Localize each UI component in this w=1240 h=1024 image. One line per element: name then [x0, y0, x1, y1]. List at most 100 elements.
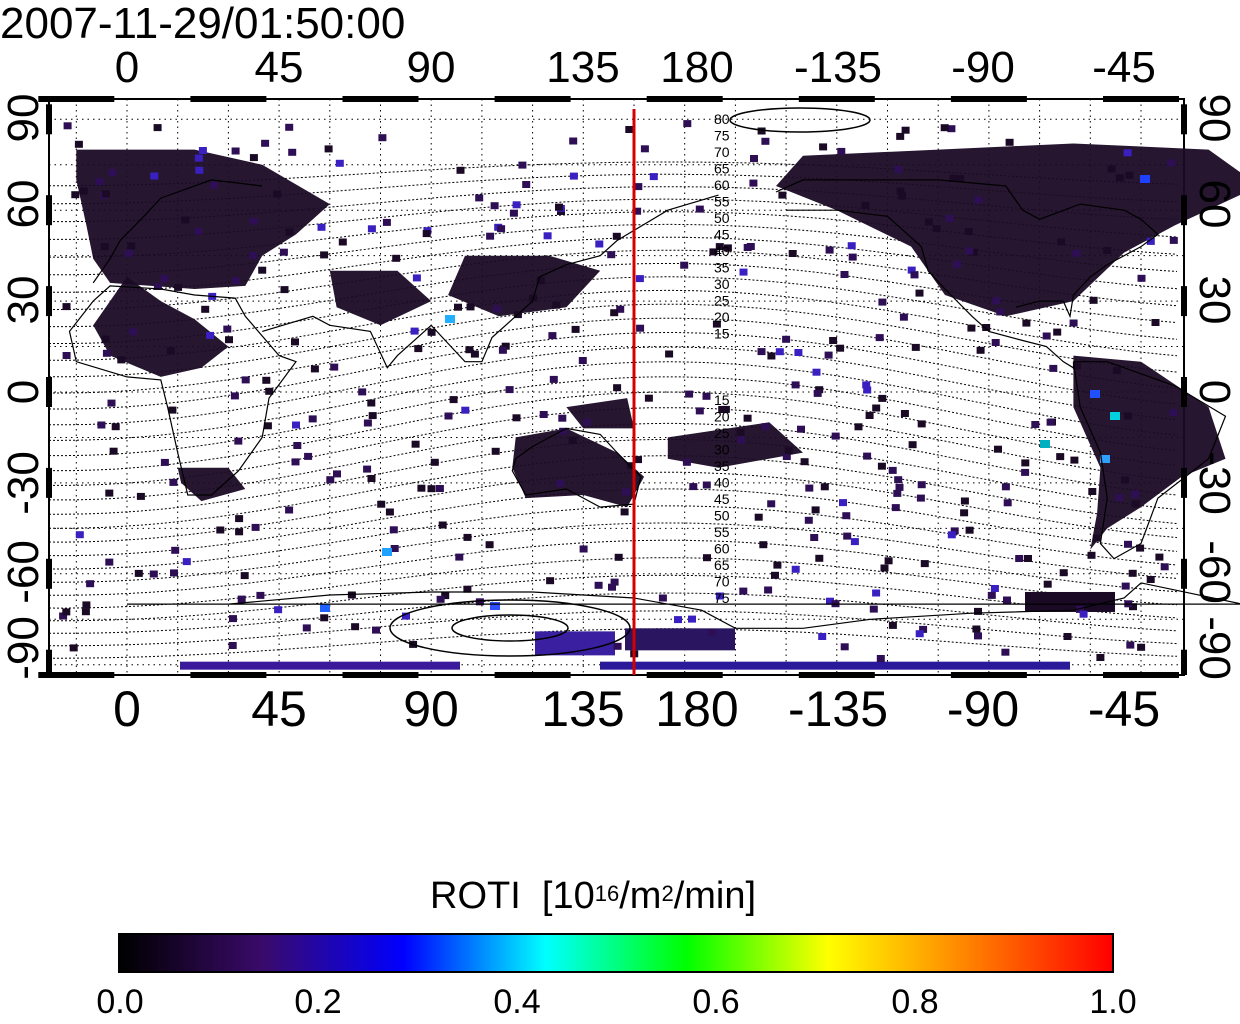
roti-pixel: [1124, 540, 1132, 548]
roti-pixel: [613, 384, 622, 392]
roti-pixel: [945, 215, 954, 222]
top-tick: -45: [1092, 43, 1156, 92]
roti-pixel: [368, 412, 377, 420]
magnetic-contour: [49, 522, 1178, 583]
bottom-tick: -45: [1087, 681, 1161, 737]
roti-pixel: [712, 320, 721, 328]
bottom-tick: 135: [541, 681, 625, 737]
roti-pixel: [427, 328, 436, 336]
magnetic-latitude-label: 75: [714, 590, 730, 606]
roti-pixel: [539, 411, 548, 418]
roti-pixel: [308, 415, 317, 423]
roti-pixel: [640, 145, 649, 153]
roti-pixel: [862, 381, 871, 389]
roti-pixel: [595, 240, 604, 248]
roti-pixel: [449, 396, 458, 404]
roti-pixel: [490, 202, 499, 210]
roti-pixel: [680, 261, 689, 269]
roti-pixel: [149, 570, 158, 578]
roti-pixel: [1167, 159, 1176, 167]
roti-pixel: [820, 483, 829, 491]
roti-pixel: [896, 187, 905, 195]
roti-pixel: [160, 458, 169, 466]
roti-bright-pixel: [1140, 175, 1150, 183]
roti-pixel: [685, 390, 694, 398]
magnetic-latitude-label: 40: [714, 475, 730, 491]
magnetic-latitude-label: 35: [714, 458, 730, 474]
roti-pixel: [1087, 551, 1096, 559]
magnetic-latitude-label: 25: [714, 293, 730, 309]
right-tick: 0: [1190, 379, 1239, 405]
roti-pixel: [884, 557, 893, 565]
left-tick: 90: [0, 93, 48, 143]
roti-pixel: [947, 531, 956, 539]
magnetic-contour: [49, 628, 1178, 659]
magnetic-latitude-label: 35: [714, 260, 730, 276]
roti-pixel: [805, 484, 814, 492]
magnetic-latitude-label: 50: [714, 210, 730, 226]
roti-pixel: [702, 392, 711, 400]
roti-pixel: [555, 203, 563, 211]
roti-pixel: [757, 348, 766, 356]
roti-pixel: [607, 251, 616, 259]
roti-pixel: [475, 598, 484, 606]
roti-pixel: [1169, 236, 1178, 244]
roti-pixel: [952, 260, 961, 268]
coastline: [127, 582, 1240, 629]
roti-pixel: [363, 465, 372, 473]
roti-pixel: [201, 305, 210, 313]
coastline: [1072, 361, 1227, 560]
roti-pixel: [924, 218, 933, 226]
magnetic-contour: [49, 539, 1178, 596]
roti-pixel: [569, 172, 578, 180]
roti-pixel: [129, 328, 138, 336]
magnetic-contour: [48, 289, 1178, 361]
roti-region: [667, 422, 803, 468]
roti-pixel: [891, 504, 900, 512]
roti-pixel: [559, 427, 568, 435]
roti-pixel: [455, 553, 464, 561]
roti-pixel: [1123, 149, 1132, 157]
roti-pixel: [454, 303, 462, 311]
roti-pixel: [1046, 418, 1055, 426]
roti-pixel: [1053, 328, 1062, 336]
roti-pixel: [1107, 165, 1116, 173]
roti-pixel: [1137, 274, 1146, 282]
roti-bright-pixel: [490, 602, 500, 610]
roti-pixel: [960, 497, 969, 505]
colorbar-units-prefix: [10: [541, 875, 595, 917]
roti-pixel: [794, 349, 803, 356]
roti-pixel: [633, 207, 642, 215]
roti-pixel: [389, 526, 398, 534]
roti-pixel: [543, 232, 552, 240]
roti-pixel: [800, 458, 809, 466]
roti-pixel: [608, 583, 616, 591]
roti-pixel: [950, 527, 959, 535]
roti-pixel: [865, 412, 874, 419]
roti-pixel: [240, 572, 249, 580]
roti-pixel: [1079, 610, 1088, 618]
roti-pixel: [875, 334, 884, 342]
magnetic-contour: [48, 391, 1178, 472]
roti-pixel: [422, 230, 431, 238]
roti-pixel: [273, 190, 282, 198]
roti-pixel: [1092, 534, 1101, 542]
roti-pixel: [258, 266, 267, 274]
left-tick: -90: [0, 616, 48, 680]
roti-pixel: [330, 363, 339, 371]
roti-pixel: [749, 179, 758, 187]
antarctic-band: [180, 661, 460, 670]
roti-pixel: [430, 458, 439, 466]
roti-pixel: [778, 191, 787, 199]
roti-pixel: [274, 606, 283, 614]
roti-bright-pixel: [382, 548, 392, 556]
roti-pixel: [895, 483, 904, 491]
roti-pixel: [863, 452, 872, 460]
magnetic-latitude-label: 70: [714, 144, 730, 160]
roti-pixel: [410, 327, 419, 335]
roti-pixel: [372, 626, 380, 634]
roti-pixel: [810, 534, 819, 541]
roti-pixel: [614, 553, 623, 561]
magnetic-contour: [48, 574, 1178, 622]
roti-pixel: [518, 161, 527, 169]
